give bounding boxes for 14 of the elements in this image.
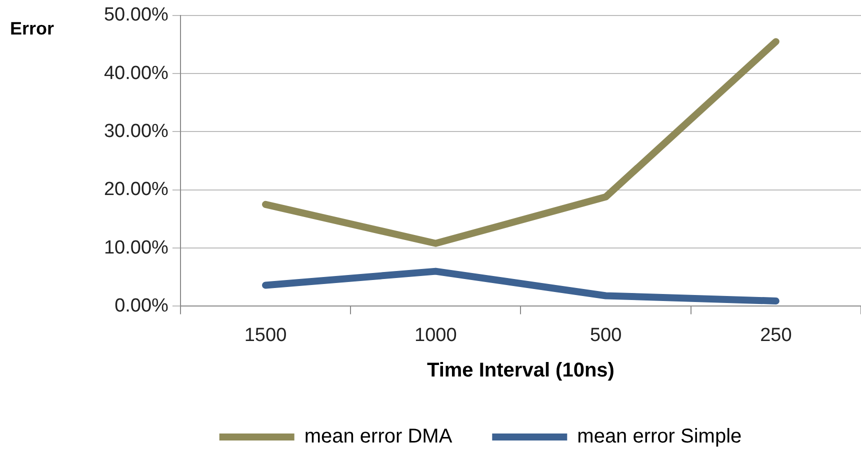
x-axis-title: Time Interval (10ns) (426, 360, 614, 382)
x-tick-label: 500 (590, 324, 622, 346)
legend-label: mean error Simple (577, 426, 742, 448)
x-tick-label: 1000 (414, 324, 457, 346)
y-tick-label: 50.00% (104, 4, 169, 26)
y-tick-label: 30.00% (104, 120, 169, 142)
y-tick-label: 40.00% (104, 62, 169, 84)
y-axis-title: Error (10, 18, 54, 38)
legend-label: mean error DMA (304, 426, 453, 448)
x-tick-label: 1500 (244, 324, 287, 346)
y-tick-label: 10.00% (104, 237, 169, 258)
y-tick-label: 0.00% (114, 295, 169, 316)
y-tick-label: 20.00% (104, 179, 169, 200)
x-tick-label: 250 (760, 324, 792, 346)
